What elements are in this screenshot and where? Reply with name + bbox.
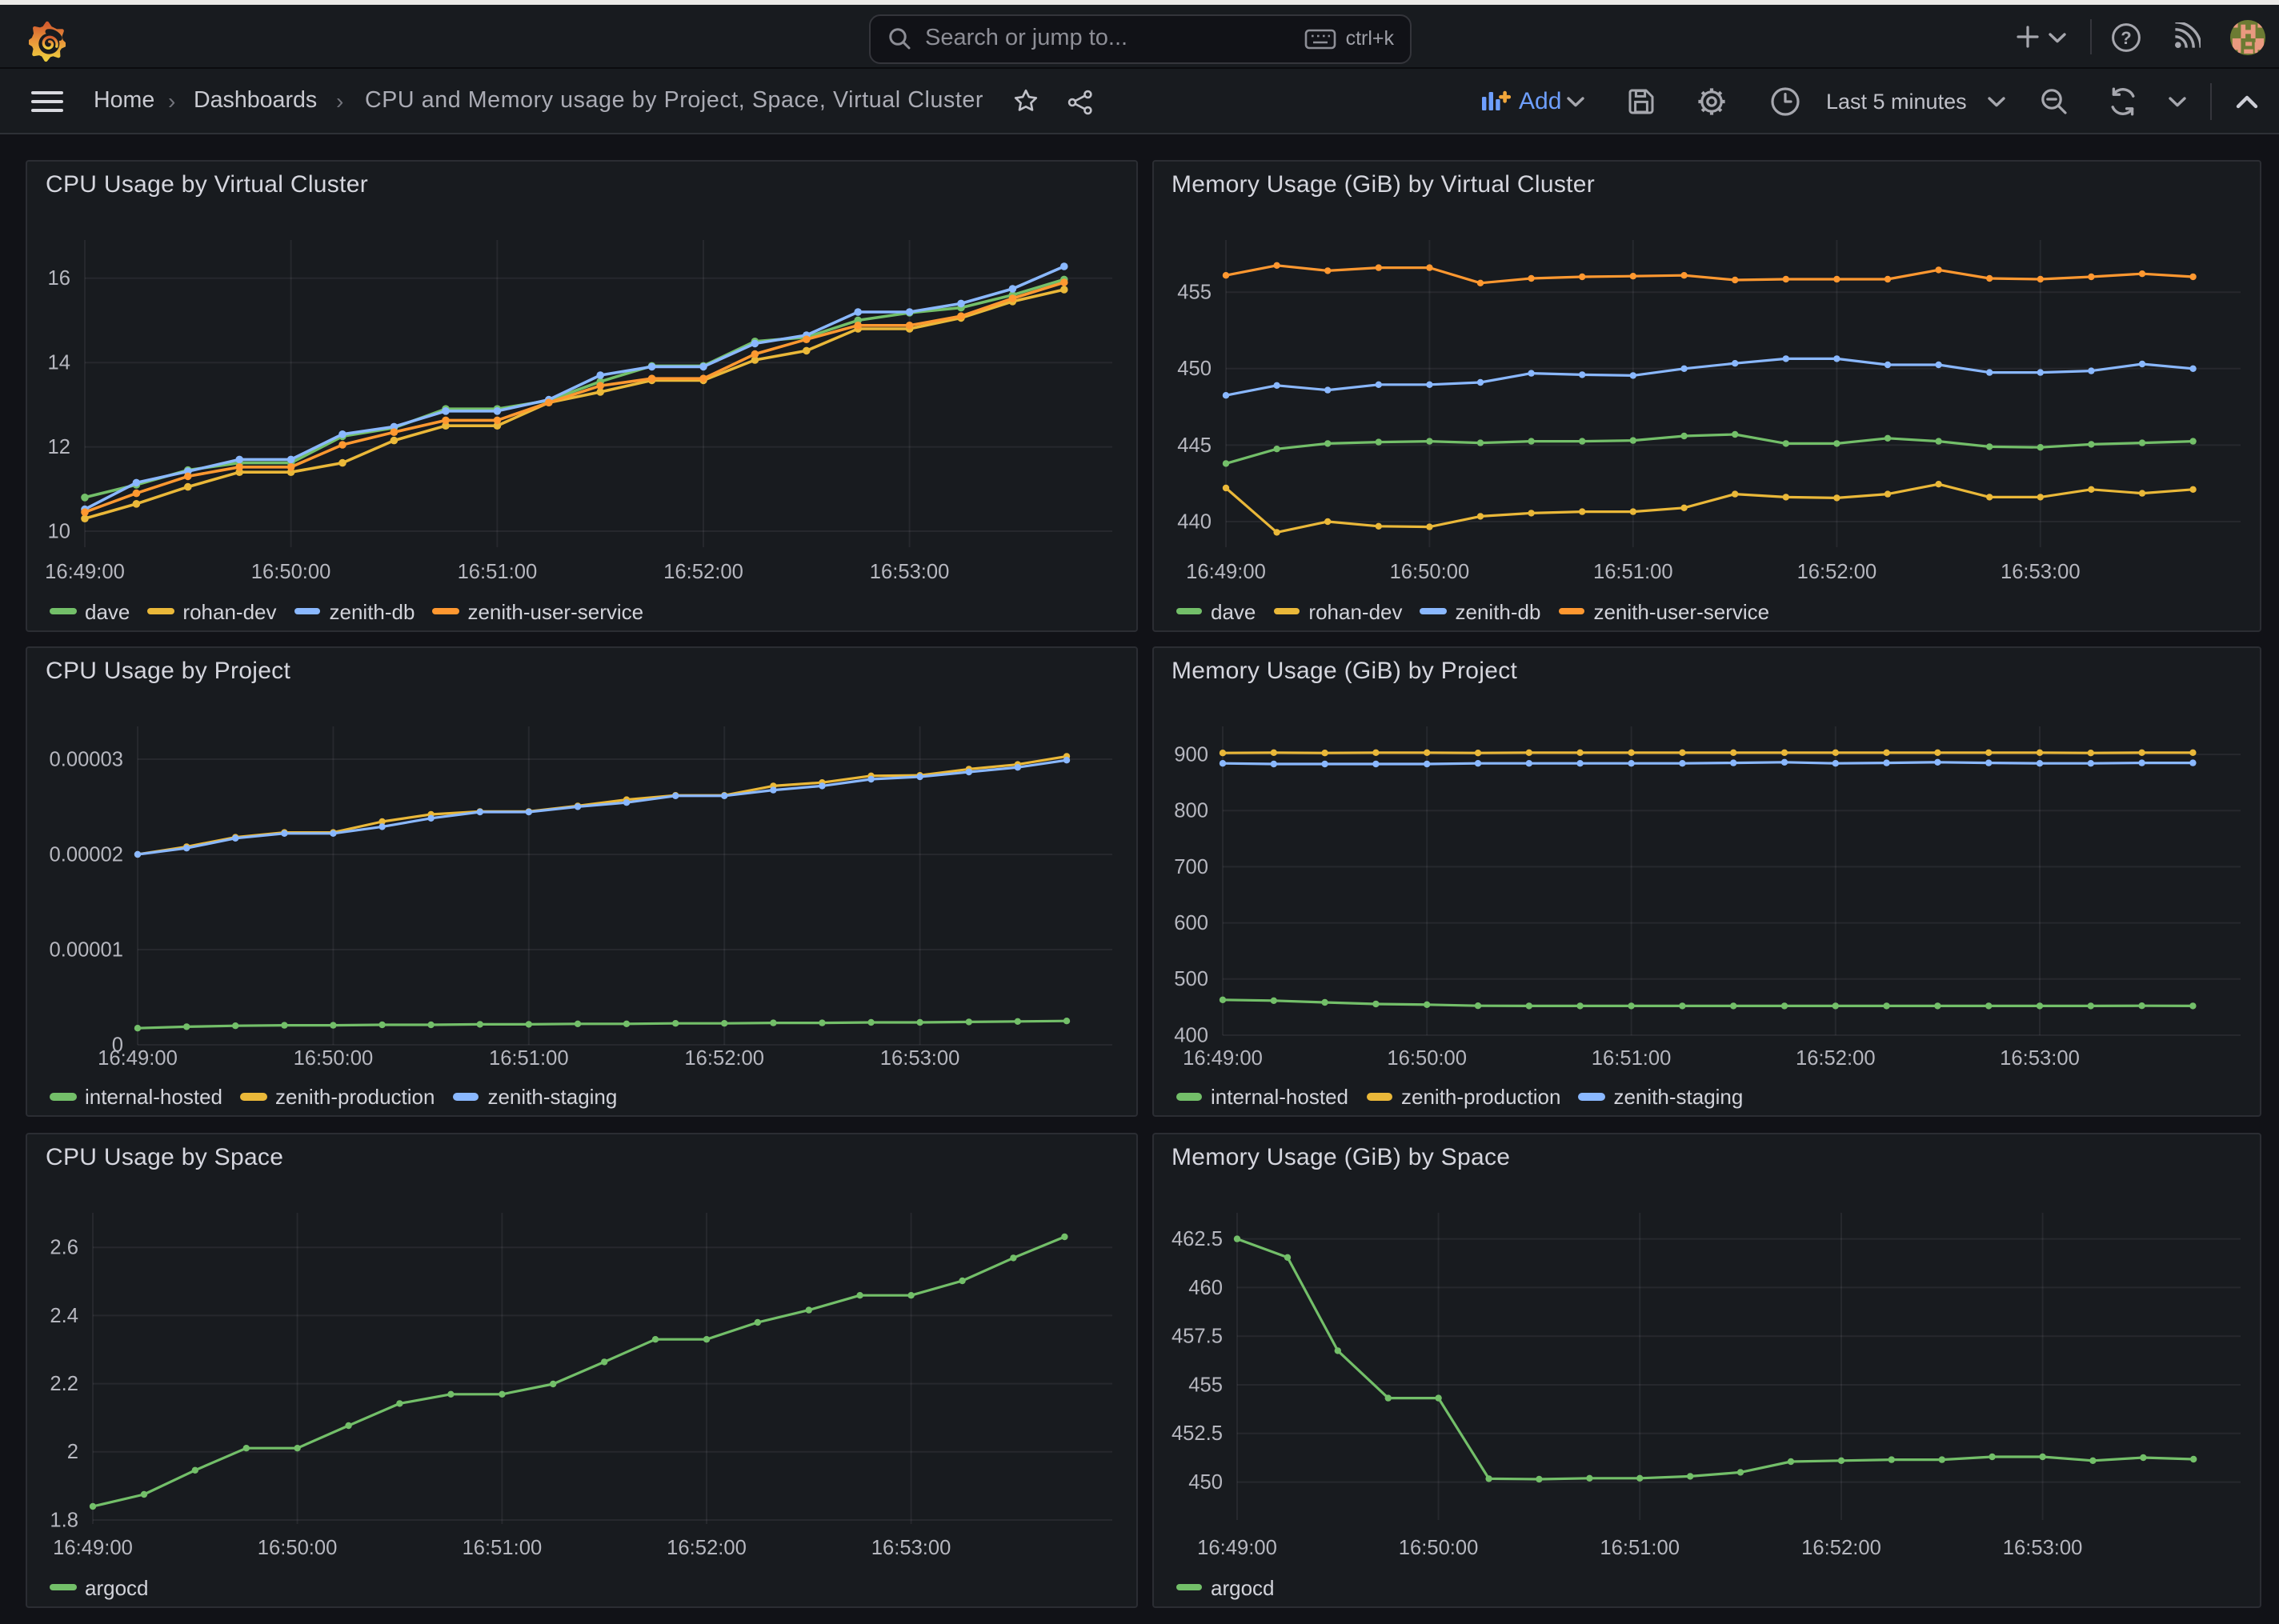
svg-text:455: 455 [1188, 1373, 1222, 1395]
svg-text:16:50:00: 16:50:00 [258, 1536, 338, 1558]
svg-text:?: ? [2121, 27, 2131, 47]
svg-text:16:51:00: 16:51:00 [463, 1536, 543, 1558]
svg-text:12: 12 [48, 435, 70, 458]
svg-text:445: 445 [1176, 434, 1211, 456]
svg-text:16:53:00: 16:53:00 [870, 560, 950, 582]
svg-text:16:50:00: 16:50:00 [1386, 1046, 1466, 1069]
svg-text:16:52:00: 16:52:00 [1796, 560, 1876, 582]
svg-text:16:52:00: 16:52:00 [1800, 1536, 1880, 1558]
svg-text:16:49:00: 16:49:00 [1196, 1536, 1276, 1558]
svg-text:0: 0 [112, 1033, 123, 1055]
svg-text:450: 450 [1176, 357, 1211, 379]
svg-text:16:51:00: 16:51:00 [1599, 1536, 1679, 1558]
svg-text:16:51:00: 16:51:00 [1591, 1046, 1671, 1069]
svg-text:600: 600 [1173, 911, 1208, 934]
svg-text:16:52:00: 16:52:00 [1795, 1046, 1875, 1069]
svg-text:452.5: 452.5 [1171, 1422, 1222, 1444]
svg-text:2.6: 2.6 [50, 1236, 78, 1258]
svg-text:450: 450 [1188, 1470, 1222, 1493]
svg-text:16:51:00: 16:51:00 [489, 1046, 569, 1069]
svg-text:440: 440 [1176, 510, 1211, 532]
svg-text:16:50:00: 16:50:00 [1389, 560, 1469, 582]
svg-text:16:53:00: 16:53:00 [880, 1046, 960, 1069]
svg-text:16:53:00: 16:53:00 [2002, 1536, 2082, 1558]
svg-text:0.00003: 0.00003 [49, 747, 123, 770]
svg-text:10: 10 [48, 519, 70, 542]
svg-text:16:50:00: 16:50:00 [1398, 1536, 1478, 1558]
svg-text:2.2: 2.2 [50, 1372, 78, 1394]
svg-text:800: 800 [1173, 799, 1208, 822]
svg-text:16:50:00: 16:50:00 [251, 560, 331, 582]
svg-text:2: 2 [67, 1440, 78, 1462]
svg-text:16:52:00: 16:52:00 [667, 1536, 747, 1558]
svg-text:0.00001: 0.00001 [49, 938, 123, 960]
svg-text:700: 700 [1173, 855, 1208, 878]
svg-text:462.5: 462.5 [1171, 1227, 1222, 1250]
svg-text:16:53:00: 16:53:00 [1999, 1046, 2079, 1069]
svg-text:400: 400 [1173, 1023, 1208, 1046]
svg-text:900: 900 [1173, 742, 1208, 765]
svg-text:500: 500 [1173, 967, 1208, 990]
svg-text:16:49:00: 16:49:00 [1185, 560, 1265, 582]
svg-text:16:50:00: 16:50:00 [294, 1046, 374, 1069]
svg-text:16: 16 [48, 266, 70, 289]
svg-text:2.4: 2.4 [50, 1304, 78, 1326]
svg-text:14: 14 [48, 351, 70, 374]
svg-text:16:51:00: 16:51:00 [458, 560, 538, 582]
svg-text:1.8: 1.8 [50, 1508, 78, 1530]
svg-text:16:49:00: 16:49:00 [98, 1046, 178, 1069]
svg-text:455: 455 [1176, 281, 1211, 303]
svg-text:16:51:00: 16:51:00 [1592, 560, 1672, 582]
svg-text:16:53:00: 16:53:00 [871, 1536, 951, 1558]
svg-text:16:49:00: 16:49:00 [45, 560, 125, 582]
svg-text:16:53:00: 16:53:00 [2000, 560, 2080, 582]
svg-text:457.5: 457.5 [1171, 1325, 1222, 1347]
svg-text:460: 460 [1188, 1276, 1222, 1298]
svg-text:16:52:00: 16:52:00 [684, 1046, 764, 1069]
svg-text:16:49:00: 16:49:00 [53, 1536, 133, 1558]
svg-text:16:49:00: 16:49:00 [1182, 1046, 1262, 1069]
svg-text:0.00002: 0.00002 [49, 842, 123, 865]
svg-text:16:52:00: 16:52:00 [663, 560, 743, 582]
